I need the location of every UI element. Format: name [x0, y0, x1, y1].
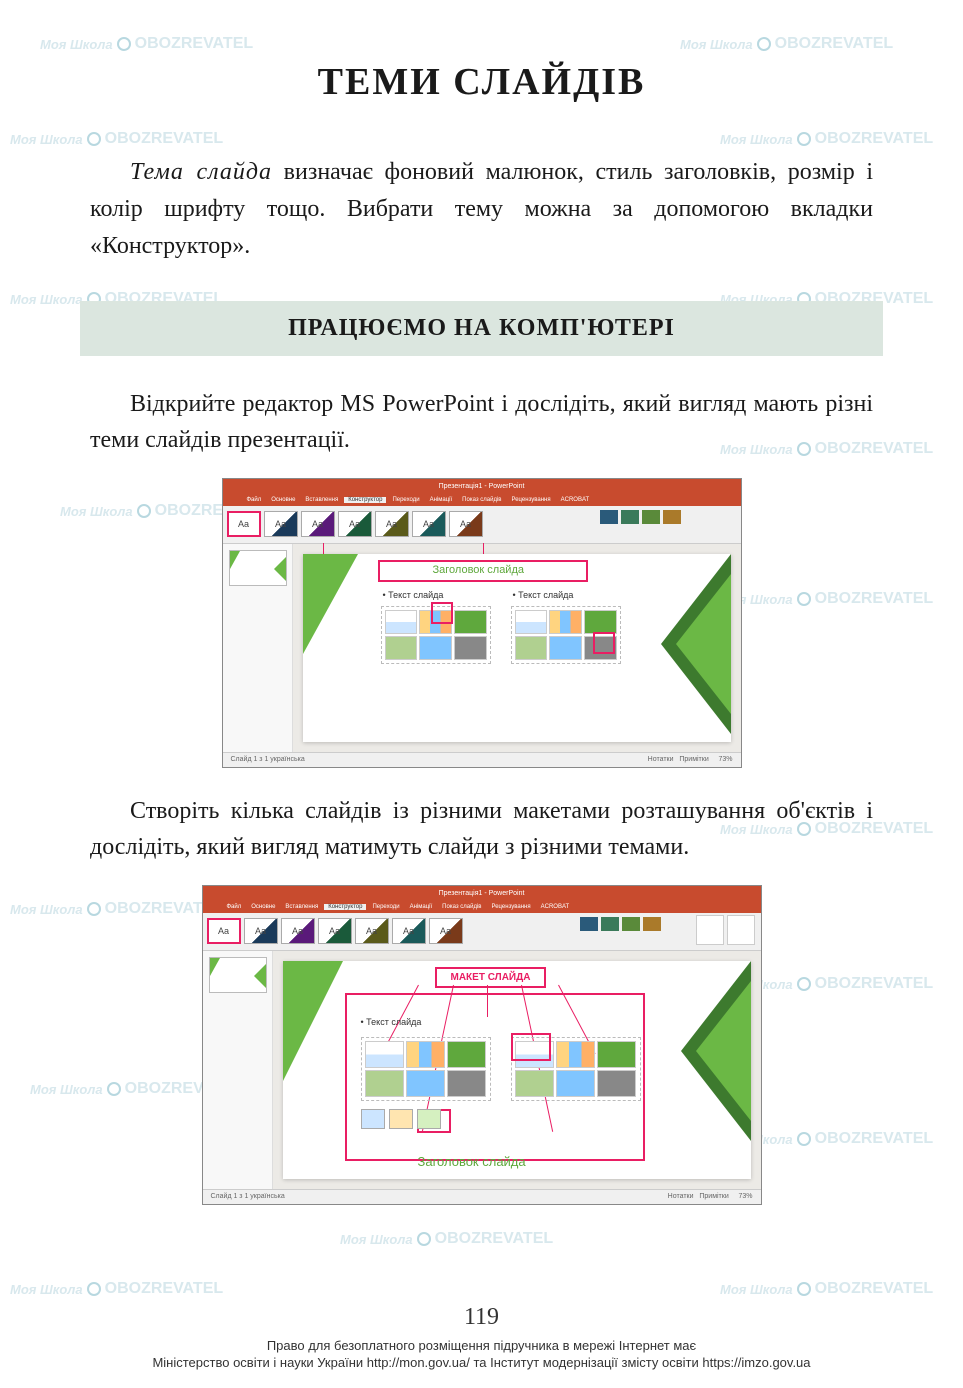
ribbon-tab[interactable]: Анімації [406, 904, 437, 910]
ribbon-tab[interactable]: Вставлення [301, 497, 342, 503]
pp-titlebar: Презентація1 - PowerPoint [203, 886, 761, 901]
pp-ribbon: AaAaAaAaAaAaAa [203, 913, 761, 951]
ribbon-right-group [696, 915, 755, 945]
footer-line-1: Право для безоплатного розміщення підруч… [0, 1337, 963, 1355]
slide-thumb[interactable] [209, 957, 267, 993]
ribbon-tab[interactable]: Конструктор [344, 497, 386, 503]
ribbon-tab[interactable]: Файл [223, 904, 246, 910]
pp-slide: МАКЕТ СЛАЙДА • Текст слайда [283, 961, 751, 1179]
ribbon-tab[interactable]: Файл [243, 497, 266, 503]
ribbon-tab[interactable]: Рецензування [487, 904, 534, 910]
theme-thumbnail[interactable]: Aa [429, 918, 463, 944]
page-footer: 119 Право для безоплатного розміщення пі… [0, 1301, 963, 1372]
theme-thumbnail[interactable]: Aa [392, 918, 426, 944]
page-content: ТЕМИ СЛАЙДІВ Тема слайда визначає фонови… [0, 0, 963, 1270]
ribbon-tab[interactable]: ACROBAT [537, 904, 574, 910]
status-left: Слайд 1 з 1 українська [231, 756, 305, 763]
ribbon-tab[interactable]: Рецензування [507, 497, 554, 503]
powerpoint-screenshot-2: Презентація1 - PowerPoint ФайлОсновнеВст… [202, 885, 762, 1205]
section-band: ПРАЦЮЄМО НА КОМП'ЮТЕРІ [80, 301, 883, 356]
pp-tabs: ФайлОсновнеВставленняКонструкторПереходи… [223, 494, 741, 506]
ribbon-tab[interactable]: Переходи [368, 904, 403, 910]
pp-title-text: Презентація1 - PowerPoint [439, 483, 525, 490]
text-ph-label: • Текст слайда [361, 1017, 422, 1027]
theme-thumbnail[interactable]: Aa [449, 511, 483, 537]
slide-thumb[interactable] [229, 550, 287, 586]
slide-decoration-left [303, 554, 358, 654]
status-right: Нотатки Примітки 73% [668, 1193, 753, 1200]
status-right: Нотатки Примітки 73% [648, 756, 733, 763]
pp-slide: Заголовок слайда • Текст слайда • Текст … [303, 554, 731, 742]
ribbon-tab[interactable]: Вставлення [281, 904, 322, 910]
status-left: Слайд 1 з 1 українська [211, 1193, 285, 1200]
theme-thumbnail[interactable]: Aa [375, 511, 409, 537]
ribbon-tab[interactable]: Показ слайдів [458, 497, 505, 503]
theme-thumbnail[interactable]: Aa [318, 918, 352, 944]
pp-canvas: Заголовок слайда • Текст слайда • Текст … [293, 544, 741, 752]
variant-row [600, 510, 681, 524]
ribbon-tab[interactable]: Переходи [388, 497, 423, 503]
pp-body: Заголовок слайда • Текст слайда • Текст … [223, 544, 741, 752]
theme-thumbnail[interactable]: Aa [207, 918, 241, 944]
pp-sidebar [223, 544, 293, 752]
text-ph-label: • Текст слайда [513, 590, 574, 600]
theme-thumbnail[interactable]: Aa [244, 918, 278, 944]
slide-decoration-right [661, 961, 751, 1179]
layout-badge: МАКЕТ СЛАЙДА [435, 967, 547, 988]
footer-line-2: Міністерство освіти і науки України http… [0, 1354, 963, 1372]
slide-title: Заголовок слайда [418, 1154, 526, 1169]
icon-row [361, 1109, 441, 1129]
ribbon-tab[interactable]: ACROBAT [557, 497, 594, 503]
watermark: Моя Школа OBOZREVATEL [720, 1280, 933, 1298]
theme-thumbnail[interactable]: Aa [227, 511, 261, 537]
pp-titlebar: Презентація1 - PowerPoint [223, 479, 741, 494]
ribbon-tab[interactable]: Основне [247, 904, 279, 910]
ribbon-tab[interactable]: Конструктор [324, 904, 366, 910]
theme-thumbnail[interactable]: Aa [412, 511, 446, 537]
ribbon-tab[interactable]: Основне [267, 497, 299, 503]
pp-title-text: Презентація1 - PowerPoint [439, 890, 525, 897]
ribbon-tab[interactable]: Показ слайдів [438, 904, 485, 910]
pp-canvas: МАКЕТ СЛАЙДА • Текст слайда [273, 951, 761, 1189]
slide-decoration-left [283, 961, 343, 1081]
theme-thumbnail[interactable]: Aa [355, 918, 389, 944]
slide-decoration-right [641, 554, 731, 742]
icon-highlight [511, 1033, 551, 1061]
theme-thumbnail[interactable]: Aa [301, 511, 335, 537]
variant-row [580, 917, 661, 931]
task-2: Створіть кілька слайдів із різними макет… [90, 793, 873, 865]
intro-paragraph: Тема слайда визначає фоновий малюнок, ст… [90, 154, 873, 266]
title-highlight [378, 560, 588, 582]
pp-statusbar: Слайд 1 з 1 українська Нотатки Примітки … [203, 1189, 761, 1204]
page-number: 119 [0, 1301, 963, 1333]
icon-highlight [593, 632, 615, 654]
pp-body: МАКЕТ СЛАЙДА • Текст слайда [203, 951, 761, 1189]
pp-sidebar [203, 951, 273, 1189]
text-ph-label: • Текст слайда [383, 590, 444, 600]
icon-highlight [431, 602, 453, 624]
pp-tabs: ФайлОсновнеВставленняКонструкторПереходи… [203, 901, 761, 913]
theme-thumbnail[interactable]: Aa [281, 918, 315, 944]
task-1: Відкрийте редактор MS PowerPoint і дослі… [90, 386, 873, 458]
theme-thumbnail[interactable]: Aa [338, 511, 372, 537]
section-heading: ПРАЦЮЄМО НА КОМП'ЮТЕРІ [80, 315, 883, 342]
main-title: ТЕМИ СЛАЙДІВ [90, 60, 873, 104]
pp-statusbar: Слайд 1 з 1 українська Нотатки Примітки … [223, 752, 741, 767]
watermark: Моя Школа OBOZREVATEL [10, 1280, 223, 1298]
powerpoint-screenshot-1: Презентація1 - PowerPoint ФайлОсновнеВст… [222, 478, 742, 768]
term: Тема слайда [130, 159, 272, 185]
content-placeholder[interactable] [361, 1037, 491, 1101]
ribbon-tab[interactable]: Анімації [426, 497, 457, 503]
theme-thumbnail[interactable]: Aa [264, 511, 298, 537]
